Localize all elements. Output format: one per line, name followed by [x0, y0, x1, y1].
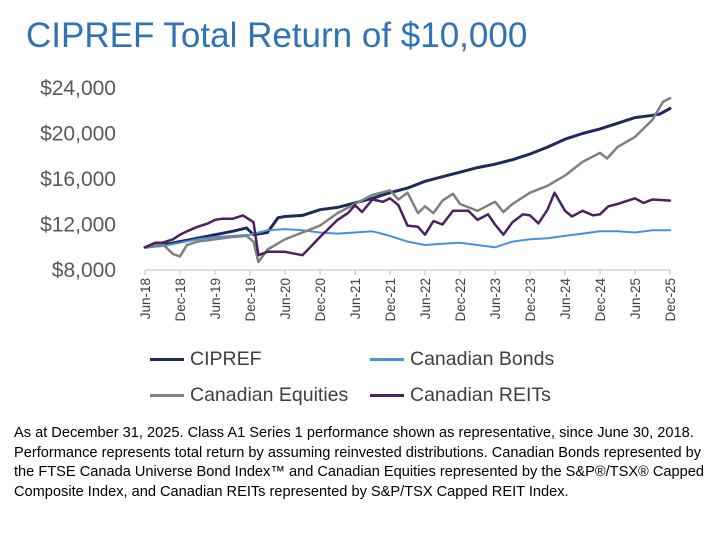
- x-tick-label: Dec-19: [243, 278, 258, 322]
- y-tick-label: $16,000: [40, 168, 116, 191]
- series-line-canadian-reits: [143, 191, 672, 257]
- x-tick-label: Dec-25: [663, 278, 678, 322]
- legend-swatch-cipref: [150, 358, 184, 361]
- y-tick-label: $20,000: [40, 123, 116, 146]
- x-tick-label: Jun-18: [138, 278, 153, 319]
- legend-label-canadian-bonds: Canadian Bonds: [410, 348, 555, 370]
- legend-swatch-canadian-equities: [150, 394, 184, 397]
- legend-label-canadian-equities: Canadian Equities: [190, 384, 349, 406]
- y-tick-label: $12,000: [40, 214, 116, 237]
- line-chart: $8,000 $12,000 $16,000 $20,000 $24,000 Jun-18…: [40, 77, 678, 322]
- y-tick-label: $24,000: [40, 77, 116, 100]
- x-tick-label: Jun-24: [558, 278, 573, 320]
- x-tick-label: Dec-21: [383, 278, 398, 322]
- legend-swatch-canadian-bonds: [370, 358, 404, 361]
- x-tick-label: Jun-23: [488, 278, 503, 319]
- legend-item-canadian-reits: Canadian REITs: [370, 384, 610, 407]
- x-tick-label: Dec-22: [453, 278, 468, 322]
- x-tick-label: Dec-18: [173, 278, 188, 322]
- footnote: As at December 31, 2025. Class A1 Series…: [14, 425, 704, 500]
- series-line-cipref: [143, 107, 672, 249]
- series-line-canadian-equities: [143, 96, 672, 264]
- legend-item-cipref: CIPREF: [150, 348, 370, 371]
- x-tick-label: Jun-25: [628, 278, 643, 319]
- legend-swatch-canadian-reits: [370, 394, 404, 397]
- x-tick-label: Dec-24: [593, 278, 608, 322]
- y-tick-label: $8,000: [52, 259, 116, 282]
- x-tick-label: Jun-22: [418, 278, 433, 319]
- legend-label-cipref: CIPREF: [190, 348, 262, 370]
- legend-label-canadian-reits: Canadian REITs: [410, 384, 551, 406]
- x-tick-label: Dec-23: [523, 278, 538, 322]
- legend: CIPREF Canadian Bonds Canadian Equities …: [150, 348, 620, 407]
- x-tick-label: Dec-20: [313, 278, 328, 322]
- legend-item-canadian-equities: Canadian Equities: [150, 384, 370, 407]
- x-tick-label: Jun-20: [278, 278, 293, 319]
- chart-title: CIPREF Total Return of $10,000: [26, 16, 528, 55]
- legend-item-canadian-bonds: Canadian Bonds: [370, 348, 610, 371]
- x-tick-label: Jun-19: [208, 278, 223, 319]
- x-tick-label: Jun-21: [348, 278, 363, 319]
